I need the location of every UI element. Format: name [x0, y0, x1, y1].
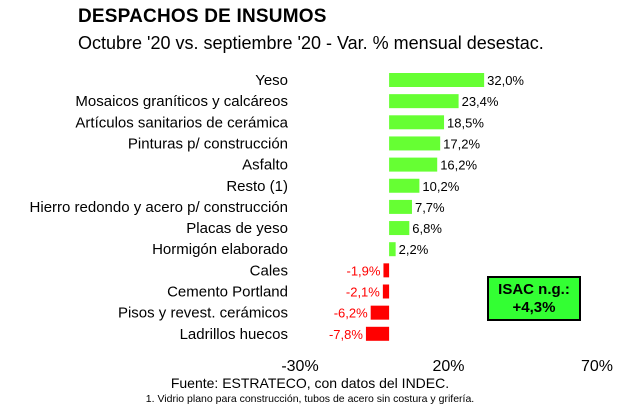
value-label: 23,4%: [462, 94, 499, 109]
bar: [389, 178, 420, 193]
category-label: Pisos y revest. cerámicos: [118, 305, 288, 322]
x-tick-label: 20%: [432, 358, 464, 375]
value-label: 16,2%: [440, 158, 477, 173]
value-label: 32,0%: [487, 73, 524, 88]
bar: [383, 263, 390, 278]
value-label: -7,8%: [329, 327, 363, 342]
category-label: Pinturas p/ construcción: [128, 135, 288, 152]
value-label: 7,7%: [415, 200, 445, 215]
x-tick-label: -30%: [281, 358, 318, 375]
bar: [382, 284, 390, 299]
source-note: Fuente: ESTRATECO, con datos del INDEC.: [170, 375, 450, 391]
value-label: 6,8%: [412, 221, 442, 236]
isac-annotation-label: ISAC n.g.:: [498, 280, 570, 298]
x-tick-label: 70%: [581, 358, 613, 375]
value-label: 18,5%: [447, 115, 484, 130]
bar: [370, 305, 390, 320]
category-label: Placas de yeso: [186, 220, 288, 237]
value-label: -6,2%: [334, 306, 368, 321]
category-label: Resto (1): [226, 178, 288, 195]
value-label: 2,2%: [399, 242, 429, 257]
bar: [389, 136, 441, 151]
bar: [389, 242, 396, 257]
footnote: 1. Vidrio plano para construcción, tubos…: [145, 393, 475, 405]
value-label: 17,2%: [443, 136, 480, 151]
value-label: 10,2%: [422, 179, 459, 194]
category-label: Asfalto: [242, 157, 288, 174]
category-label: Yeso: [255, 72, 288, 89]
bar: [389, 94, 459, 109]
value-label: -1,9%: [346, 263, 380, 278]
bar: [389, 115, 445, 130]
bar: [365, 326, 390, 341]
bar: [389, 157, 438, 172]
category-label: Hierro redondo y acero p/ construcción: [30, 199, 288, 216]
category-label: Ladrillos huecos: [180, 326, 288, 343]
chart-title: DESPACHOS DE INSUMOS: [78, 6, 327, 27]
value-label: -2,1%: [346, 285, 380, 300]
bar: [389, 199, 412, 214]
chart-subtitle: Octubre '20 vs. septiembre '20 - Var. % …: [78, 33, 544, 53]
bar: [389, 73, 485, 87]
category-label: Artículos sanitarios de cerámica: [75, 114, 288, 131]
category-label: Hormigón elaborado: [152, 241, 288, 258]
category-label: Mosaicos graníticos y calcáreos: [75, 93, 288, 110]
category-label: Cemento Portland: [167, 284, 288, 301]
isac-annotation-value: +4,3%: [512, 298, 556, 316]
isac-annotation-box: ISAC n.g.: +4,3%: [487, 276, 581, 321]
bar: [389, 221, 410, 236]
category-label: Cales: [250, 262, 288, 279]
